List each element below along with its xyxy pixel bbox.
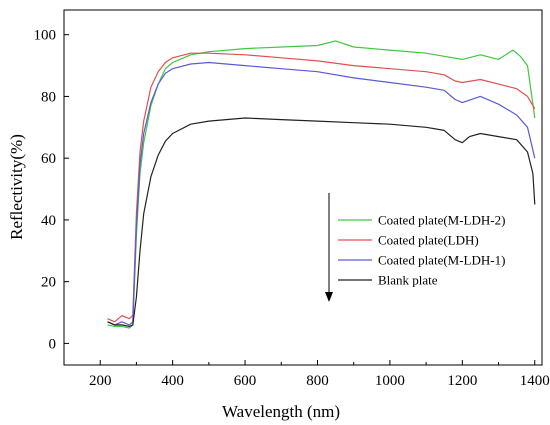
series-line-3 — [107, 117, 536, 327]
plot-frame — [63, 9, 543, 366]
series-line-0 — [107, 40, 536, 329]
decreasing-order-arrow — [325, 193, 333, 302]
x-tick-label: 1200 — [447, 373, 477, 389]
y-tick-label: 60 — [41, 151, 56, 167]
y-tick-label: 100 — [34, 28, 57, 44]
y-axis: 0 20 40 60 80 100 — [34, 28, 69, 352]
arrow-head — [325, 292, 333, 302]
legend: Coated plate(M-LDH-2) Coated plate(LDH) Co… — [338, 213, 505, 288]
x-tick-label: 400 — [161, 373, 184, 389]
y-tick-label: 40 — [41, 213, 56, 229]
x-axis: 200 400 600 800 1000 1200 1400 — [89, 360, 550, 389]
series-line-1 — [107, 52, 536, 323]
legend-label: Blank plate — [378, 273, 438, 288]
x-tick-label: 200 — [89, 373, 112, 389]
x-tick-label: 800 — [306, 373, 329, 389]
y-axis-title: Reflectivity(%) — [7, 134, 26, 240]
x-tick-label: 600 — [234, 373, 257, 389]
series-lines — [107, 40, 536, 329]
legend-label: Coated plate(M-LDH-1) — [378, 253, 505, 268]
y-tick-label: 0 — [49, 336, 57, 352]
x-tick-label: 1400 — [520, 373, 550, 389]
y-tick-label: 20 — [41, 275, 56, 291]
x-axis-title: Wavelength (nm) — [222, 402, 340, 421]
y-tick-label: 80 — [41, 89, 56, 105]
legend-label: Coated plate(LDH) — [378, 233, 479, 248]
series-line-2 — [107, 61, 536, 326]
legend-label: Coated plate(M-LDH-2) — [378, 213, 505, 228]
x-tick-label: 1000 — [375, 373, 405, 389]
